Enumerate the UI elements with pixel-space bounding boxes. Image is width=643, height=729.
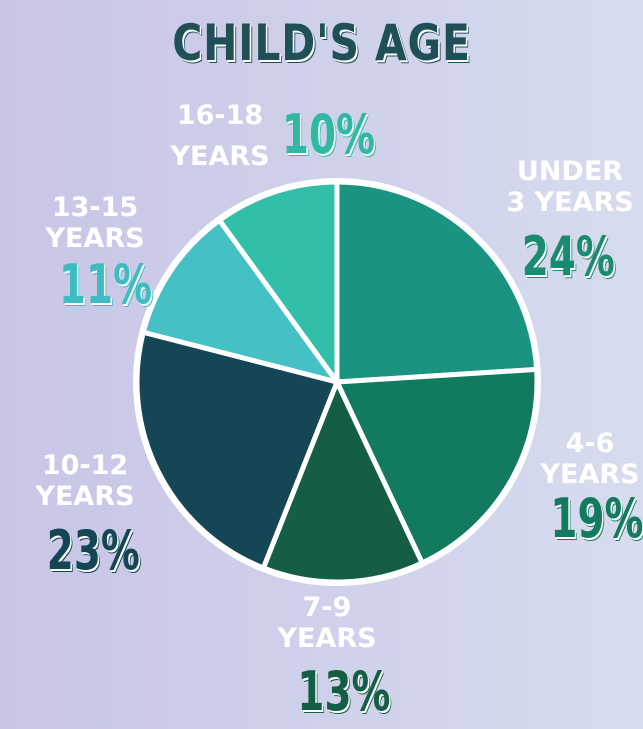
pie-slice-13-15-years: [140, 217, 340, 385]
slice-label-10-12-line2: YEARS: [35, 481, 135, 512]
slice-pct-4-6: 19%: [550, 487, 643, 550]
slice-label-4-6-line2: YEARS: [540, 459, 640, 490]
pie-slice-10-12-years: [134, 329, 340, 571]
slice-label-under-3-line1: UNDER: [516, 156, 624, 187]
slice-label-under-3-line2: 3 YEARS: [506, 187, 634, 218]
chart-title: CHILD'S AGE: [172, 14, 471, 72]
slice-label-under-3: UNDER 3 YEARS: [500, 156, 640, 218]
slice-pct-16-18: 10%: [282, 103, 376, 166]
slice-label-16-18: 16-18 YEARS: [160, 100, 280, 172]
slice-label-4-6: 4-6 YEARS: [530, 428, 643, 490]
slice-label-7-9: 7-9 YEARS: [262, 592, 392, 654]
slice-label-16-18-line1: 16-18: [176, 100, 264, 131]
pie-slice-under-3-years: [334, 179, 540, 385]
pie-slice-4-6-years: [334, 366, 540, 566]
slice-label-13-15-line2: YEARS: [45, 223, 145, 254]
slice-label-10-12-line1: 10-12: [41, 450, 129, 481]
slice-pct-13-15: 11%: [59, 253, 153, 316]
slice-label-7-9-line2: YEARS: [277, 623, 377, 654]
slice-label-16-18-line2: YEARS: [170, 141, 270, 172]
slice-pct-7-9: 13%: [297, 660, 391, 723]
slice-pct-10-12: 23%: [46, 519, 140, 582]
slice-label-10-12: 10-12 YEARS: [20, 450, 150, 512]
pie-slice-7-9-years: [260, 379, 425, 585]
pie-slices: [133, 178, 541, 586]
slice-pct-under-3: 24%: [521, 225, 615, 288]
slice-label-13-15: 13-15 YEARS: [30, 192, 160, 254]
slice-label-13-15-line1: 13-15: [51, 192, 139, 223]
slice-label-7-9-line1: 7-9: [302, 592, 352, 623]
slice-label-4-6-line1: 4-6: [565, 428, 615, 459]
pie-slice-16-18-years: [216, 179, 340, 385]
